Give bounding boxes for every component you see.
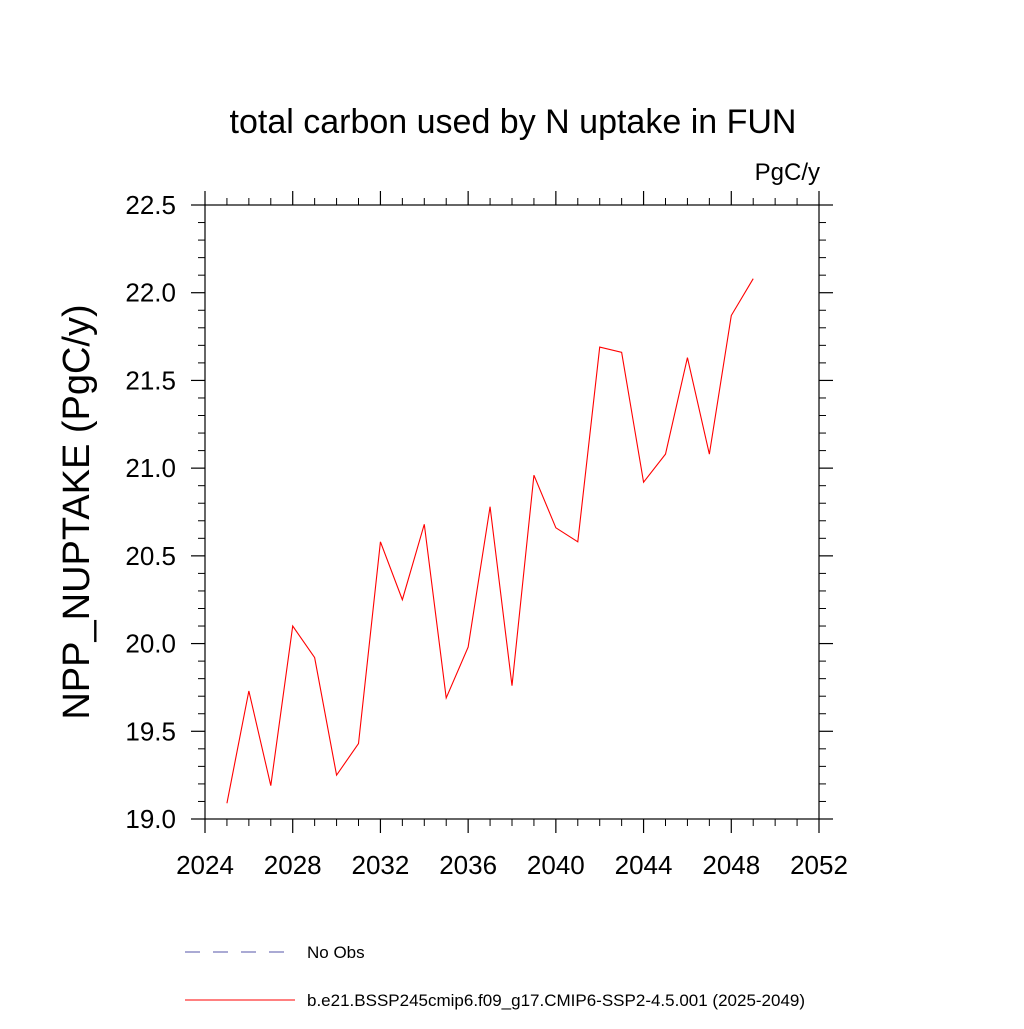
data-point xyxy=(665,454,666,455)
x-tick-label: 2048 xyxy=(702,850,760,880)
data-point xyxy=(599,346,600,347)
data-point xyxy=(643,482,644,483)
data-point xyxy=(753,278,754,279)
data-point xyxy=(687,357,688,358)
data-point xyxy=(468,646,469,647)
y-axis-label: NPP_NUPTAKE (PgC/y) xyxy=(56,304,98,719)
data-point xyxy=(621,352,622,353)
legend-label-ssp245: b.e21.BSSP245cmip6.f09_g17.CMIP6-SSP2-4.… xyxy=(307,991,805,1010)
y-tick-label: 22.0 xyxy=(125,278,176,308)
chart-title: total carbon used by N uptake in FUN xyxy=(230,103,797,141)
y-tick-label: 19.5 xyxy=(125,716,176,746)
x-tick-label: 2040 xyxy=(527,850,585,880)
y-tick-label: 20.5 xyxy=(125,541,176,571)
x-tick-label: 2032 xyxy=(352,850,410,880)
data-point xyxy=(489,506,490,507)
y-tick-label: 21.0 xyxy=(125,453,176,483)
x-tick-label: 2044 xyxy=(615,850,673,880)
data-point xyxy=(424,524,425,525)
data-point xyxy=(314,657,315,658)
x-tick-label: 2024 xyxy=(176,850,234,880)
data-point xyxy=(731,315,732,316)
y-tick-label: 21.5 xyxy=(125,365,176,395)
y-tick-label: 22.5 xyxy=(125,190,176,220)
x-tick-label: 2052 xyxy=(790,850,848,880)
x-tick-label: 2036 xyxy=(439,850,497,880)
data-point xyxy=(446,697,447,698)
data-point xyxy=(555,527,556,528)
data-point xyxy=(709,454,710,455)
units-label: PgC/y xyxy=(755,159,820,186)
data-point xyxy=(270,785,271,786)
data-point xyxy=(577,541,578,542)
data-point xyxy=(380,541,381,542)
data-point xyxy=(402,599,403,600)
series-layer xyxy=(226,278,754,804)
legend-label-no-obs: No Obs xyxy=(307,943,365,962)
series-line xyxy=(226,278,754,804)
ticks-layer: 2024 2028 2032 2036 2040 2044 2048 2052 19.0 19.5… xyxy=(125,190,848,880)
y-tick-label: 19.0 xyxy=(125,804,176,834)
data-point xyxy=(511,685,512,686)
data-point xyxy=(358,743,359,744)
data-point xyxy=(248,690,249,691)
data-point xyxy=(292,625,293,626)
data-point xyxy=(533,475,534,476)
data-point xyxy=(226,803,227,804)
legend: No Obs b.e21.BSSP245cmip6.f09_g17.CMIP6-… xyxy=(185,943,805,1010)
data-point xyxy=(336,775,337,776)
y-tick-label: 20.0 xyxy=(125,629,176,659)
x-tick-label: 2028 xyxy=(264,850,322,880)
plot-frame xyxy=(204,204,820,820)
